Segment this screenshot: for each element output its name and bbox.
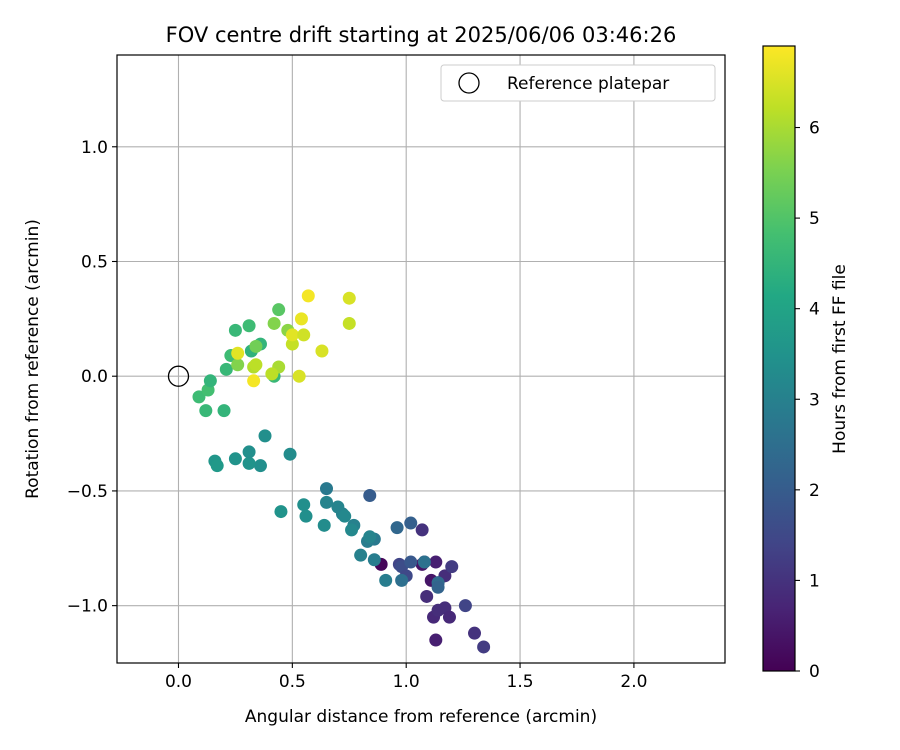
legend-box <box>440 64 716 102</box>
data-point <box>210 459 224 473</box>
data-point <box>415 523 429 537</box>
data-point <box>283 447 297 461</box>
data-point <box>242 319 256 333</box>
data-point <box>217 404 231 418</box>
colorbar-label: Hours from first FF file <box>830 264 850 454</box>
data-point <box>442 610 456 624</box>
x-tick-label: 0.0 <box>165 672 192 692</box>
y-tick-label: −1.0 <box>67 597 108 617</box>
data-point <box>367 553 381 567</box>
reference-marker <box>167 365 190 387</box>
x-tick-label: 2.0 <box>620 672 647 692</box>
data-point <box>265 367 279 381</box>
data-point <box>363 489 377 503</box>
data-point <box>299 509 313 523</box>
y-tick-label: −0.5 <box>67 482 108 502</box>
plot-frame <box>116 54 726 664</box>
data-point <box>319 495 333 509</box>
colorbar-tick-label: 5 <box>809 209 820 229</box>
data-point <box>294 312 308 326</box>
colorbar-tick-label: 4 <box>809 300 820 320</box>
data-point <box>354 548 368 562</box>
data-point <box>417 555 431 569</box>
colorbar-tick-label: 2 <box>809 481 820 501</box>
y-tick-label: 0.5 <box>81 252 108 272</box>
data-point <box>429 555 443 569</box>
data-point <box>420 589 434 603</box>
data-point <box>292 369 306 383</box>
data-point <box>429 633 443 647</box>
data-point <box>285 328 299 342</box>
x-tick-label: 0.5 <box>279 672 306 692</box>
colorbar-gradient <box>762 45 796 672</box>
data-point <box>390 521 404 535</box>
data-point <box>249 358 263 372</box>
data-point <box>319 482 333 496</box>
data-point <box>203 374 217 388</box>
data-point <box>242 445 256 459</box>
data-points <box>192 289 491 654</box>
data-point <box>315 344 329 358</box>
grid <box>117 55 725 663</box>
data-point <box>192 390 206 404</box>
data-point <box>258 429 272 443</box>
colorbar-tick-label: 1 <box>809 571 820 591</box>
data-point <box>345 523 359 537</box>
data-point <box>468 626 482 640</box>
data-point <box>242 456 256 470</box>
data-point <box>379 573 393 587</box>
colorbar-tick-label: 6 <box>809 119 820 139</box>
colorbar-tick-label: 3 <box>809 390 820 410</box>
data-point <box>445 560 459 574</box>
data-point <box>228 452 242 466</box>
colorbar-tick-label: 0 <box>809 662 820 682</box>
data-point <box>342 316 356 330</box>
data-point <box>404 516 418 530</box>
data-point <box>231 358 245 372</box>
data-point <box>297 498 311 512</box>
data-point <box>301 289 315 303</box>
data-point <box>317 518 331 532</box>
data-point <box>247 374 261 388</box>
reference-platepar-marker <box>167 365 190 387</box>
x-tick-label: 1.0 <box>393 672 420 692</box>
data-point <box>404 555 418 569</box>
data-point <box>274 505 288 519</box>
legend-label: Reference platepar <box>507 74 669 94</box>
data-point <box>253 459 267 473</box>
data-point <box>272 303 286 317</box>
data-point <box>228 323 242 337</box>
data-point <box>285 337 299 351</box>
data-point <box>395 573 409 587</box>
data-point <box>199 404 213 418</box>
data-point <box>342 291 356 305</box>
data-point <box>431 580 445 594</box>
data-point <box>297 328 311 342</box>
x-axis-label: Angular distance from reference (arcmin) <box>245 707 597 727</box>
data-point <box>338 509 352 523</box>
legend-marker-icon <box>458 72 480 94</box>
data-point <box>458 599 472 613</box>
x-tick-label: 1.5 <box>507 672 534 692</box>
data-point <box>363 530 377 544</box>
data-point <box>477 640 491 654</box>
y-axis-label: Rotation from reference (arcmin) <box>23 219 43 499</box>
y-tick-label: 1.0 <box>81 138 108 158</box>
data-point <box>267 316 281 330</box>
axis-ticks: 0.0 0.5 1.0 1.5 2.0 −1.0 −0.5 0.0 0.5 1.0 <box>67 138 648 692</box>
colorbar-ticks: 0 1 2 3 4 5 6 <box>795 119 820 682</box>
data-point <box>331 500 345 514</box>
legend: Reference platepar <box>440 64 716 102</box>
colorbar: 0 1 2 3 4 5 6 Hours from first FF file <box>762 45 850 682</box>
chart-title: FOV centre drift starting at 2025/06/06 … <box>166 23 677 47</box>
data-point <box>231 346 245 360</box>
y-tick-label: 0.0 <box>81 367 108 387</box>
data-point <box>249 339 263 353</box>
data-point <box>219 362 233 376</box>
